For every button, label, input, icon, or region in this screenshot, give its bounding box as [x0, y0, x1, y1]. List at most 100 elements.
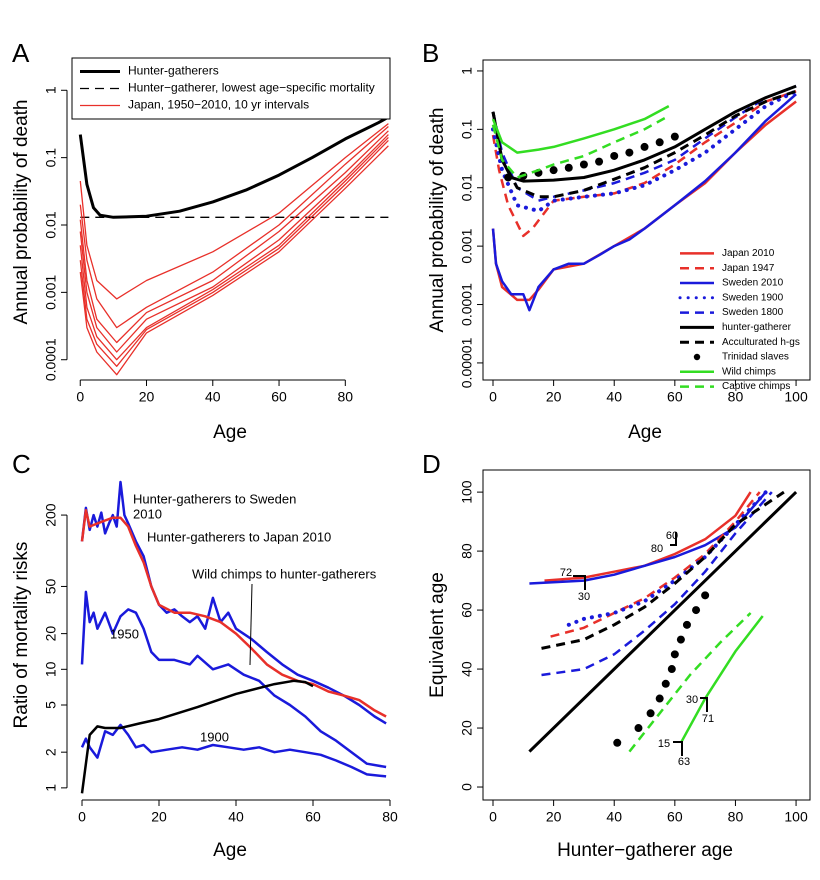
data-line	[550, 491, 761, 638]
x-tick-label: 20	[546, 389, 562, 405]
data-point	[692, 606, 701, 615]
data-point	[682, 620, 691, 629]
y-tick-label: 0.001	[43, 275, 59, 310]
data-line	[541, 490, 785, 650]
data-line	[528, 491, 798, 753]
y-tick-label: 0.01	[459, 174, 475, 201]
y-tick-label: 0.001	[459, 228, 475, 263]
x-axis-label: Age	[628, 422, 662, 443]
annotation: 72	[560, 567, 572, 579]
data-line	[80, 480, 387, 725]
legend-label: Wild chimps	[722, 366, 776, 377]
data-line	[679, 615, 764, 744]
y-axis-label: Annual probability of death	[11, 100, 32, 325]
data-point	[549, 166, 558, 175]
annotation: 71	[702, 713, 714, 725]
y-tick-label: 20	[43, 626, 59, 642]
data-line	[544, 491, 752, 582]
data-point	[670, 132, 679, 141]
data-point	[670, 650, 679, 659]
label-pointer	[249, 583, 253, 666]
legend-label: Japan 1947	[722, 263, 775, 274]
data-line	[491, 114, 670, 179]
series-label: Hunter-gatherers to Japan 2010	[147, 529, 331, 544]
x-tick-label: 100	[784, 809, 808, 825]
annotation-bracket	[670, 532, 677, 546]
y-tick-label: 200	[43, 503, 59, 527]
y-tick-label: 1	[459, 67, 475, 75]
plot-frame	[482, 59, 811, 381]
x-tick-label: 0	[76, 389, 84, 405]
data-line	[566, 490, 768, 627]
series-label: 1900	[200, 729, 229, 744]
x-axis-label: Hunter−gatherer age	[557, 840, 733, 861]
data-line	[79, 145, 389, 376]
y-tick-label: 20	[459, 720, 475, 736]
y-tick-label: 1	[43, 86, 59, 94]
data-point	[655, 138, 664, 147]
legend-label: Hunter-gatherers	[128, 64, 219, 78]
data-point	[595, 157, 604, 166]
x-axis-label: Age	[213, 840, 247, 861]
y-tick-label: 100	[459, 480, 475, 504]
legend-label: Japan 2010	[722, 248, 775, 259]
y-tick-label: 0.1	[459, 119, 475, 139]
x-tick-label: 60	[667, 389, 683, 405]
legend-label: Captive chimps	[722, 381, 790, 392]
legend-label: Japan, 1950−2010, 10 yr intervals	[128, 98, 309, 112]
x-tick-label: 100	[784, 389, 808, 405]
legend-label: Hunter−gatherer, lowest age−specific mor…	[128, 81, 375, 95]
annotation-bracket	[573, 575, 586, 590]
data-point	[610, 151, 619, 160]
x-tick-label: 0	[78, 809, 86, 825]
y-tick-label: 5	[43, 701, 59, 709]
y-tick-label: 0.01	[43, 211, 59, 238]
data-point	[504, 173, 513, 182]
data-point	[613, 738, 622, 747]
data-point	[701, 591, 710, 600]
data-line	[79, 136, 389, 361]
y-tick-label: 1	[43, 784, 59, 792]
data-line	[79, 130, 389, 344]
x-tick-label: 60	[271, 389, 287, 405]
data-point	[564, 163, 573, 172]
legend-label: Sweden 1900	[722, 292, 784, 303]
data-point	[646, 709, 655, 718]
y-axis-label: Annual probability of death	[427, 108, 448, 333]
annotation-bracket	[700, 697, 708, 712]
x-tick-label: 80	[338, 389, 354, 405]
data-point	[655, 694, 664, 703]
legend-label: Sweden 2010	[722, 278, 784, 289]
y-tick-label: 0.1	[43, 148, 59, 168]
annotation-bracket	[673, 741, 683, 756]
x-tick-label: 0	[489, 809, 497, 825]
data-line	[491, 89, 799, 213]
data-line	[79, 134, 389, 353]
data-point	[640, 142, 649, 151]
y-tick-label: 0.00001	[459, 337, 475, 388]
data-line	[491, 90, 797, 238]
data-line	[80, 508, 387, 718]
panel-letter: D	[422, 449, 441, 479]
x-tick-label: 40	[606, 389, 622, 405]
legend-label: Acculturated h-gs	[722, 337, 800, 348]
legend-label: hunter-gatherer	[722, 322, 792, 333]
series-label: Hunter-gatherers to Sweden	[133, 491, 296, 506]
y-tick-label: 2	[43, 748, 59, 756]
y-tick-label: 60	[459, 602, 475, 618]
data-line	[80, 679, 314, 794]
x-tick-label: 60	[305, 809, 321, 825]
y-tick-label: 10	[43, 661, 59, 677]
x-tick-label: 40	[205, 389, 221, 405]
y-tick-label: 40	[459, 661, 475, 677]
data-line	[79, 139, 389, 367]
x-tick-label: 40	[606, 809, 622, 825]
panel-letter: B	[422, 38, 439, 68]
panel-letter: C	[12, 449, 31, 479]
data-line	[80, 590, 387, 769]
y-tick-label: 0.0001	[459, 283, 475, 326]
x-tick-label: 20	[151, 809, 167, 825]
data-line	[79, 123, 389, 300]
x-tick-label: 80	[728, 809, 744, 825]
